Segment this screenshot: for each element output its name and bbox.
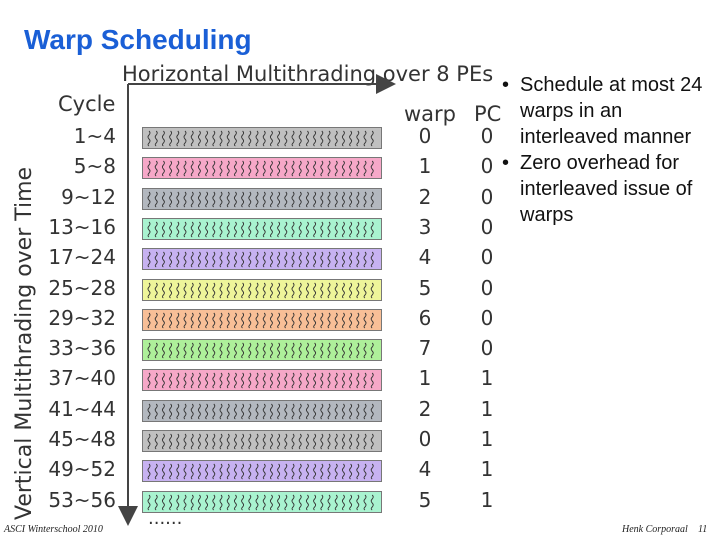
program-counter: 0 [480,124,494,148]
program-counter: 0 [480,336,494,361]
program-counter: 0 [480,154,494,179]
warp-id: 0 [418,124,432,148]
warp-id: 2 [418,396,432,421]
warp-id: 0 [418,427,432,451]
thread-squiggles [147,312,374,329]
footer-author: Henk Corporaal [622,524,688,535]
bullet-list: • Schedule at most 24 warps in an interl… [502,72,718,228]
warp-id: 1 [418,154,432,179]
bullet-text: Zero overhead for interleaved issue of w… [520,152,693,226]
warp-id: 2 [418,184,432,209]
warp-instruction-bar [142,248,382,271]
pc-header: PC [474,102,502,126]
bullet-item: • Zero overhead for interleaved issue of… [502,150,718,228]
warp-instruction-bar [142,157,382,180]
warp-instruction-bar [142,399,382,422]
warp-instruction-bar [142,460,382,483]
warp-instruction-bar [142,278,382,301]
cycle-range: 41~44 [48,396,116,421]
footer-event: ASCI Winterschool 2010 [4,524,103,535]
program-counter: 0 [480,184,494,209]
bullet-marker: • [502,152,510,174]
thread-squiggles [147,251,374,268]
thread-squiggles [147,221,374,238]
program-counter: 1 [480,427,494,451]
thread-squiggles [147,373,374,389]
program-counter: 1 [480,457,494,482]
cycle-range: 29~32 [48,305,116,330]
warp-id: 6 [418,305,432,330]
cycle-header: Cycle [58,92,116,116]
bullet-text: Schedule at most 24 warps in an interlea… [520,74,703,148]
thread-squiggles [147,282,374,298]
warp-instruction-bar [142,369,382,392]
program-counter: 0 [480,305,494,330]
cycle-range: 45~48 [48,427,116,451]
cycle-range: 49~52 [48,457,116,482]
bullet-marker: • [502,74,510,96]
program-counter: 0 [480,245,494,270]
cycle-range: 25~28 [48,275,116,300]
thread-squiggles [147,463,374,480]
program-counter: 0 [480,214,494,239]
bullet-item: • Schedule at most 24 warps in an interl… [502,72,718,150]
warp-instruction-bar [142,430,382,452]
cycle-range: 17~24 [48,245,116,270]
ellipsis: ...... [148,508,183,529]
warp-instruction-bar [142,339,382,362]
warp-instruction-bar [142,490,382,513]
thread-squiggles [147,494,374,510]
program-counter: 1 [480,487,494,512]
cycle-range: 9~12 [61,184,116,209]
warp-id: 4 [418,245,432,270]
slide-title: Warp Scheduling [24,24,252,55]
cycle-range: 1~4 [73,124,116,148]
thread-squiggles [147,191,374,207]
horizontal-axis-label: Horizontal Multithrading over 8 PEs [122,62,494,86]
cycle-range: 37~40 [48,366,116,391]
thread-squiggles [147,433,374,450]
warp-header: warp [404,102,457,126]
cycle-range: 53~56 [48,487,116,512]
warp-id: 5 [418,275,432,300]
cycle-range: 5~8 [73,154,116,179]
thread-squiggles [147,403,374,420]
cycle-range: 13~16 [48,214,116,239]
vertical-axis-label: Vertical Multithrading over Time [12,166,37,520]
thread-squiggles [147,160,374,177]
warp-id: 4 [418,457,432,482]
program-counter: 1 [480,366,494,391]
program-counter: 0 [480,275,494,300]
warp-instruction-bar [142,127,382,149]
warp-id: 1 [418,366,432,391]
thread-squiggles [147,342,374,359]
program-counter: 1 [480,396,494,421]
page-number: 11 [698,524,708,535]
warp-instruction-bar [142,187,382,210]
warp-id: 3 [418,214,432,239]
warp-instruction-bar [142,217,382,240]
cycle-range: 33~36 [48,336,116,361]
warp-id: 7 [418,336,432,361]
thread-squiggles [147,130,374,147]
warp-instruction-bar [142,308,382,331]
warp-id: 5 [418,487,432,512]
